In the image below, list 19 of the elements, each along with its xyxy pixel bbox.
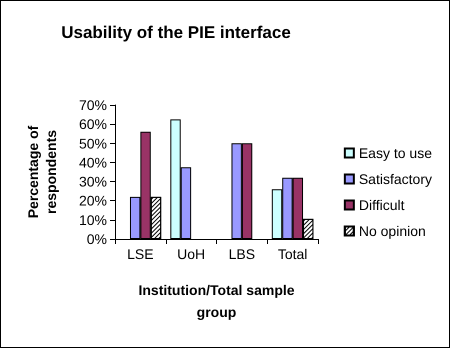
y-tick-label: 30%: [78, 174, 107, 190]
chart-title: Usability of the PIE interface: [61, 23, 291, 42]
legend-label: Difficult: [358, 197, 405, 213]
x-tick-label: LBS: [228, 246, 256, 262]
y-tick-label: 20%: [78, 192, 107, 209]
legend-label: Easy to use: [358, 145, 432, 161]
legend-label: Satisfactory: [358, 171, 432, 187]
y-tick-label: 40%: [78, 154, 107, 170]
y-tick-label: 60%: [78, 116, 107, 132]
y-tick-label: 50%: [78, 135, 107, 152]
x-tick-label: LSE: [127, 246, 154, 262]
y-tick-label: 0%: [86, 231, 107, 247]
y-tick-label: 10%: [78, 212, 107, 228]
legend-label: No opinion: [358, 223, 426, 239]
y-tick-label: 70%: [78, 97, 107, 113]
y-axis-title: Percentage of respondents: [25, 125, 59, 218]
x-tick-label: UoH: [177, 246, 206, 262]
x-axis-title: Institution/Total sample group: [138, 282, 295, 320]
x-tick-label: Total: [278, 246, 308, 262]
